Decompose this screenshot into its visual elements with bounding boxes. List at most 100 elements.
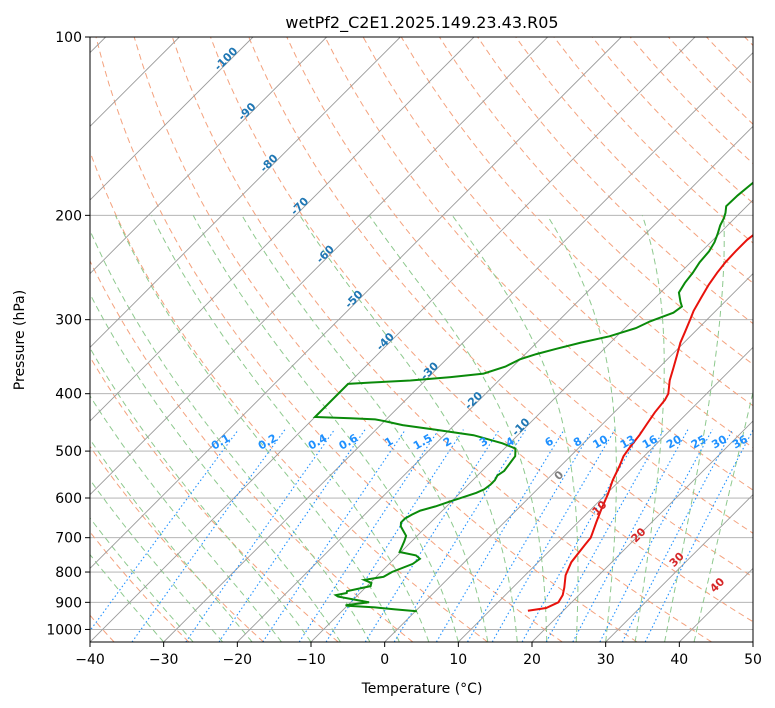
mixing-ratio-label: 36 xyxy=(730,432,750,451)
x-tick-label: 0 xyxy=(380,652,389,668)
mixing-ratio-line-0.2 xyxy=(131,429,286,642)
moist-adiabat-42 xyxy=(693,390,753,642)
mixing-ratio-label: 25 xyxy=(689,433,709,452)
mixing-ratio-line-1.5 xyxy=(298,429,440,642)
moist-adiabat-18 xyxy=(299,215,518,642)
dry-adiabat-190 xyxy=(744,37,753,47)
dry-adiabat-label: -40 xyxy=(374,330,397,353)
dry-adiabat--20 xyxy=(90,445,264,642)
x-tick-label: −20 xyxy=(223,652,253,668)
isotherm--40 xyxy=(90,37,696,642)
y-tick-label: 300 xyxy=(55,313,82,329)
isotherm-10 xyxy=(458,346,753,642)
moist-adiabats xyxy=(90,215,753,642)
isotherm-gridlines xyxy=(90,37,753,642)
mixing-ratio-line-25 xyxy=(599,429,713,642)
y-tick-label: 800 xyxy=(55,565,82,581)
mixing-ratio-line-20 xyxy=(572,429,689,642)
dewpoint-profile xyxy=(312,181,753,613)
dry-adiabat-label: -10 xyxy=(509,415,532,438)
isobar-gridlines xyxy=(90,214,753,630)
dry-adiabat-40 xyxy=(171,37,712,642)
mixing-ratio-label: 30 xyxy=(709,432,729,451)
dry-adiabat-label: -90 xyxy=(235,100,258,123)
y-axis-ticks: 100 200 300 400 500 600 700 800 900 1000 xyxy=(46,30,90,638)
mixing-ratio-line-0.1 xyxy=(90,429,239,632)
x-tick-label: 40 xyxy=(670,652,688,668)
mixing-ratio-label: 3 xyxy=(477,435,490,450)
mixing-ratio-line-0.6 xyxy=(218,429,366,642)
mixing-ratio-line-8 xyxy=(467,429,593,642)
mixing-ratio-line-16 xyxy=(545,429,665,642)
moist-adiabat--10 xyxy=(90,347,312,642)
moist-adiabat-30 xyxy=(546,215,617,642)
isotherm--60 xyxy=(90,37,548,496)
isotherm--90 xyxy=(90,37,327,275)
isotherm-0 xyxy=(384,273,753,642)
isotherm-50 xyxy=(752,641,753,642)
moist-adiabat--26 xyxy=(90,517,194,642)
moist-adiabat-38 xyxy=(664,215,725,642)
sounding-series xyxy=(312,181,753,613)
mixing-ratio-label: 8 xyxy=(571,435,584,450)
mixing-ratio-label: 1 xyxy=(382,435,395,450)
dry-adiabats xyxy=(90,37,753,642)
y-tick-label: 400 xyxy=(55,387,82,403)
mixing-ratio-line-2 xyxy=(325,429,464,642)
y-tick-label: 700 xyxy=(55,531,82,547)
y-tick-label: 600 xyxy=(55,491,82,507)
isotherm-40 xyxy=(679,567,753,642)
dry-adiabat-50 xyxy=(210,37,753,623)
dry-adiabat-80 xyxy=(324,37,753,491)
mixing-ratio-line-3 xyxy=(364,429,500,642)
mixing-ratio-label: 20 xyxy=(664,432,684,451)
moist-adiabat-10 xyxy=(192,215,459,642)
dry-adiabat-150 xyxy=(591,37,753,204)
moist-adiabat-34 xyxy=(634,215,665,642)
x-axis-ticks: −40 −30 −20 −10 0 10 20 30 40 50 xyxy=(75,642,762,668)
mixing-ratio-line-13 xyxy=(521,429,643,642)
isotherm--20 xyxy=(237,125,753,642)
dry-adiabat-label: -100 xyxy=(212,44,241,73)
dry-adiabat-label: -50 xyxy=(342,288,365,311)
isotherm--30 xyxy=(163,52,753,642)
dry-adiabat-label: -20 xyxy=(462,389,485,412)
dry-adiabat-130 xyxy=(515,37,753,284)
mixing-ratio-label: 0.2 xyxy=(256,432,279,453)
moist-adiabat-22 xyxy=(368,215,548,642)
isotherm--70 xyxy=(90,37,475,422)
temperature-profile xyxy=(527,234,753,612)
x-tick-label: −40 xyxy=(75,652,105,668)
mixing-ratio-label: 10 xyxy=(590,432,610,451)
dry-adiabat-label: -70 xyxy=(288,194,311,217)
dry-adiabat-label: -60 xyxy=(314,242,337,265)
dry-adiabat-60 xyxy=(248,37,753,578)
dry-adiabat-120 xyxy=(477,37,753,325)
y-tick-label: 500 xyxy=(55,444,82,460)
y-tick-label: 1000 xyxy=(46,622,82,638)
dry-adiabat--30 xyxy=(90,531,190,642)
mixing-ratio-label: 6 xyxy=(543,434,556,449)
y-tick-label: 100 xyxy=(55,30,82,46)
mixing-ratio-label: 1.5 xyxy=(411,432,434,453)
dry-adiabat-30 xyxy=(133,37,638,642)
dry-adiabat-label: -80 xyxy=(257,151,280,174)
dry-adiabat-180 xyxy=(706,37,753,86)
x-axis-label: Temperature (°C) xyxy=(361,681,483,697)
dry-adiabat-0 xyxy=(90,259,414,642)
mixing-ratio-label: 0.4 xyxy=(306,431,330,452)
mixing-ratio-line-10 xyxy=(491,429,616,642)
mixing-ratio-lines xyxy=(90,429,753,642)
moist-adiabat--22 xyxy=(90,479,223,642)
moist-adiabat-label: 40 xyxy=(707,575,727,595)
moist-adiabat--6 xyxy=(90,293,341,642)
moist-adiabat-6 xyxy=(151,215,430,642)
mixing-ratio-line-36 xyxy=(644,429,753,642)
isotherm--10 xyxy=(310,199,753,642)
mixing-ratio-label: 0.1 xyxy=(209,432,232,453)
y-axis-label: Pressure (hPa) xyxy=(12,290,28,390)
y-tick-label: 900 xyxy=(55,595,82,611)
chart-title: wetPf2_C2E1.2025.149.23.43.R05 xyxy=(285,13,558,33)
moist-adiabat--18 xyxy=(90,438,253,642)
